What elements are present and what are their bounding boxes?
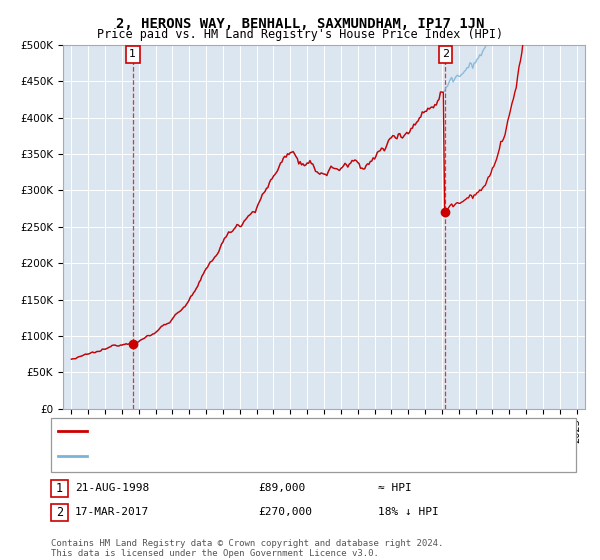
Text: ≈ HPI: ≈ HPI <box>378 483 412 493</box>
Text: 1: 1 <box>56 482 63 495</box>
Text: 2: 2 <box>442 49 449 59</box>
Text: Price paid vs. HM Land Registry's House Price Index (HPI): Price paid vs. HM Land Registry's House … <box>97 28 503 41</box>
Text: 17-MAR-2017: 17-MAR-2017 <box>75 507 149 517</box>
Text: 1: 1 <box>129 49 136 59</box>
Text: 21-AUG-1998: 21-AUG-1998 <box>75 483 149 493</box>
Text: 18% ↓ HPI: 18% ↓ HPI <box>378 507 439 517</box>
Text: This data is licensed under the Open Government Licence v3.0.: This data is licensed under the Open Gov… <box>51 549 379 558</box>
Text: £89,000: £89,000 <box>258 483 305 493</box>
Text: HPI: Average price, detached house, East Suffolk: HPI: Average price, detached house, East… <box>92 451 392 461</box>
Text: 2: 2 <box>56 506 63 519</box>
Text: 2, HERONS WAY, BENHALL, SAXMUNDHAM, IP17 1JN: 2, HERONS WAY, BENHALL, SAXMUNDHAM, IP17… <box>116 17 484 31</box>
Text: £270,000: £270,000 <box>258 507 312 517</box>
Text: 2, HERONS WAY, BENHALL, SAXMUNDHAM, IP17 1JN (detached house): 2, HERONS WAY, BENHALL, SAXMUNDHAM, IP17… <box>92 426 473 436</box>
Text: Contains HM Land Registry data © Crown copyright and database right 2024.: Contains HM Land Registry data © Crown c… <box>51 539 443 548</box>
